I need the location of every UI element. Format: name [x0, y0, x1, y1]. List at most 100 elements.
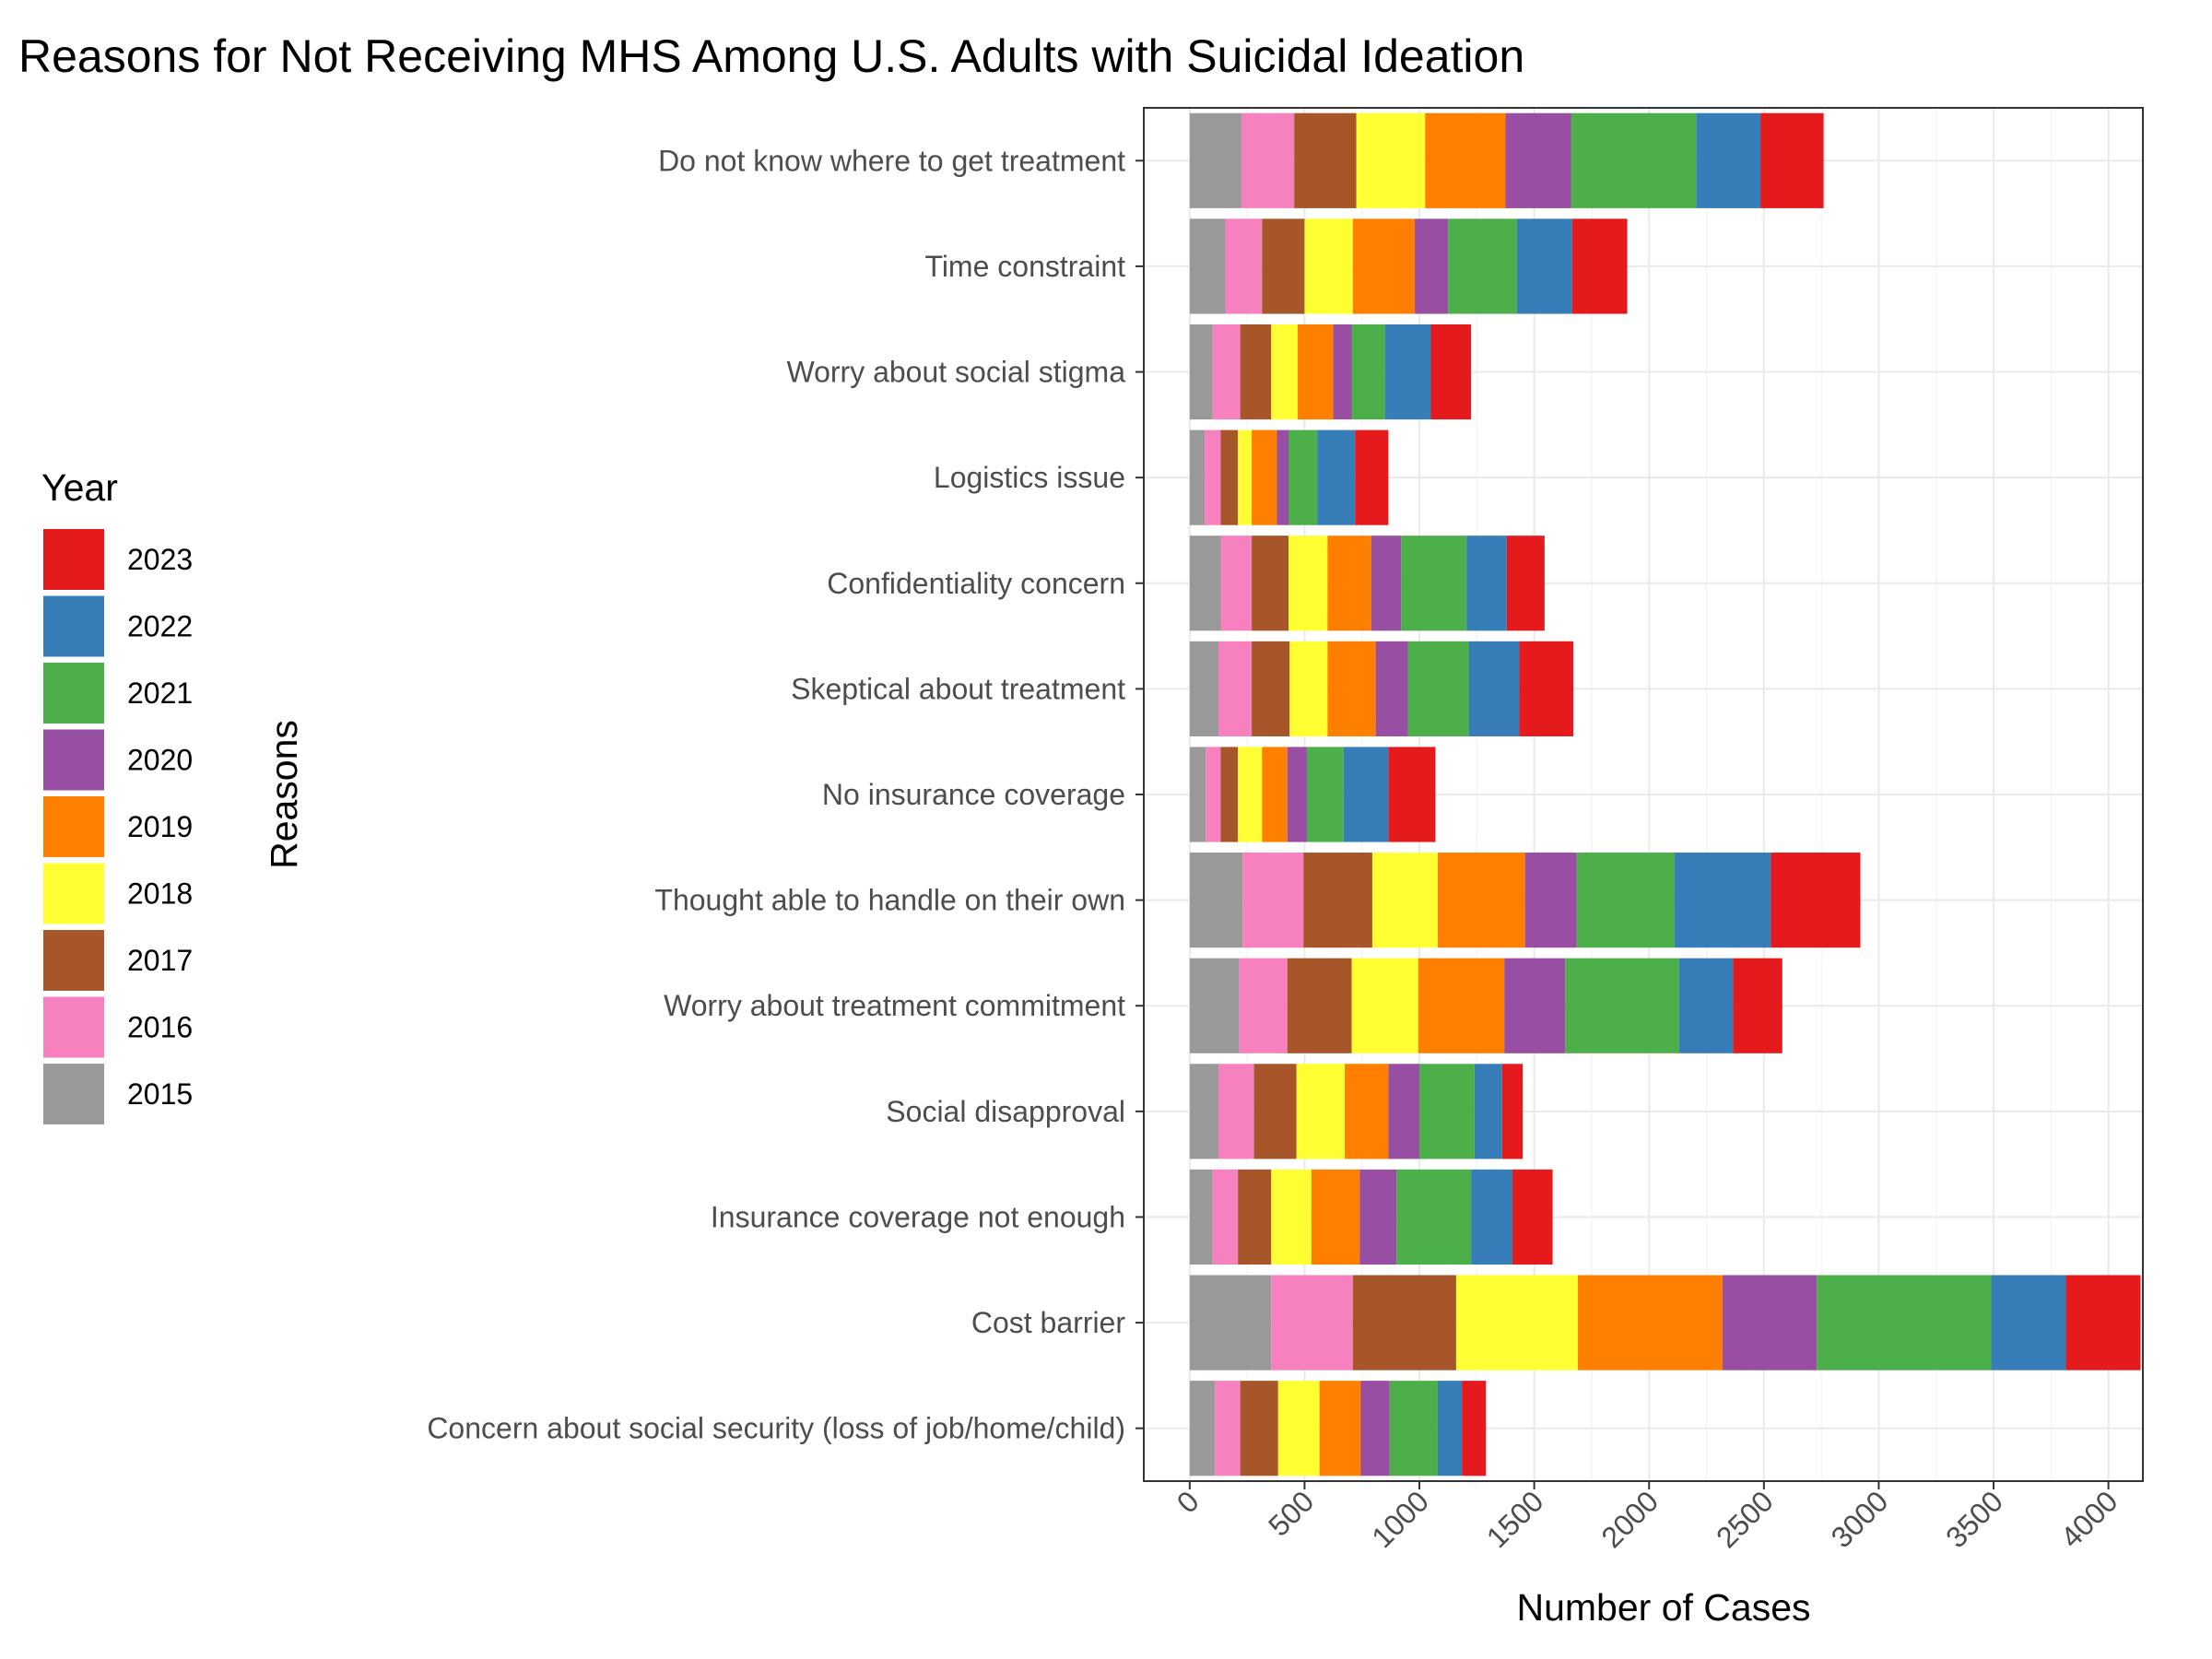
- bar-segment: [1288, 429, 1318, 525]
- bar-segment: [1674, 853, 1771, 948]
- bar-segment: [1345, 1064, 1389, 1159]
- x-tick-label: 0: [1171, 1484, 1206, 1519]
- y-tick-label: Thought able to handle on their own: [654, 884, 1125, 917]
- bar-segment: [1189, 1169, 1213, 1265]
- legend-swatch: [43, 729, 104, 791]
- bar-segment: [1287, 958, 1352, 1053]
- bar-segment: [1189, 429, 1206, 525]
- bar-segment: [1430, 324, 1472, 420]
- y-axis: Do not know where to get treatment Time c…: [427, 144, 1144, 1445]
- chart-title: Reasons for Not Receiving MHS Among U.S.…: [18, 30, 1524, 82]
- bar-segment: [1252, 535, 1288, 631]
- bar-segment: [1733, 958, 1783, 1053]
- y-tick-label: Time constraint: [924, 250, 1125, 283]
- legend-swatch: [43, 796, 104, 857]
- legend-swatch: [43, 663, 104, 724]
- y-tick-label: Cost barrier: [971, 1306, 1126, 1339]
- bar-segment: [1297, 324, 1334, 420]
- bar-segment: [1289, 641, 1328, 736]
- bar-segment: [1505, 112, 1571, 208]
- legend-swatch: [43, 863, 104, 924]
- legend-swatch: [43, 595, 104, 657]
- bar-segment: [1189, 958, 1240, 1053]
- bar-segment: [1189, 747, 1206, 842]
- x-tick-label: 2500: [1710, 1484, 1780, 1554]
- bar-segment: [1415, 218, 1449, 314]
- bar-segment: [1471, 1169, 1512, 1265]
- bar-segment: [1418, 958, 1505, 1053]
- bar-segment: [1304, 218, 1353, 314]
- bar-segment: [1327, 641, 1376, 736]
- y-tick-label: Concern about social security (loss of j…: [427, 1412, 1125, 1445]
- bar-segment: [1252, 429, 1277, 525]
- x-tick-label: 500: [1262, 1484, 1320, 1542]
- bar-segment: [1389, 1381, 1438, 1477]
- legend-swatch: [43, 996, 104, 1058]
- legend-items: 2023 2022 2021 2020 2019 2018 2017 2016 2015: [43, 529, 193, 1124]
- bar-segment: [1294, 112, 1357, 208]
- legend-label: 2019: [127, 810, 193, 843]
- bar-segment: [1371, 853, 1438, 948]
- bar-segment: [1239, 958, 1288, 1053]
- x-axis: 0 500 1000 1500 2000 2500 3000 3500 4000: [1171, 1481, 2124, 1554]
- legend-swatch: [43, 1064, 104, 1124]
- bar-segment: [1262, 218, 1305, 314]
- bar-segment: [1242, 853, 1304, 948]
- bar-segment: [1375, 641, 1408, 736]
- bar-segment: [1448, 218, 1517, 314]
- legend-title: Year: [41, 466, 118, 509]
- bar-segment: [1271, 1275, 1353, 1371]
- bar-segment: [1504, 958, 1566, 1053]
- bar-segment: [1218, 641, 1253, 736]
- bar-segment: [1189, 1275, 1272, 1371]
- legend-label: 2021: [127, 677, 193, 710]
- bar-segment: [1501, 1064, 1524, 1159]
- bar-segment: [1205, 429, 1221, 525]
- bar-segment: [1371, 535, 1402, 631]
- bar-segment: [1351, 958, 1418, 1053]
- bar-segment: [1220, 535, 1253, 631]
- bar-segment: [1360, 1381, 1390, 1477]
- legend-label: 2023: [127, 543, 193, 576]
- bar-segment: [1241, 112, 1295, 208]
- bar-segment: [1565, 958, 1679, 1053]
- bar-segment: [1722, 1275, 1818, 1371]
- bar-segment: [1576, 853, 1675, 948]
- bars: [1189, 112, 2141, 1477]
- x-tick-label: 1500: [1480, 1484, 1550, 1554]
- bar-segment: [1466, 535, 1507, 631]
- bar-segment: [1319, 1381, 1361, 1477]
- y-tick-label: Confidentiality concern: [827, 567, 1125, 600]
- bar-segment: [1352, 218, 1416, 314]
- bar-segment: [1189, 853, 1243, 948]
- bar-segment: [1240, 324, 1272, 420]
- bar-segment: [1991, 1275, 2066, 1371]
- bar-segment: [1333, 324, 1352, 420]
- x-tick-label: 2000: [1594, 1484, 1665, 1554]
- bar-segment: [1771, 853, 1861, 948]
- y-tick-label: Social disapproval: [886, 1095, 1125, 1128]
- bar-segment: [1189, 112, 1241, 208]
- bar-segment: [1262, 747, 1288, 842]
- bar-segment: [1760, 112, 1824, 208]
- bar-segment: [1225, 218, 1263, 314]
- bar-segment: [1351, 324, 1385, 420]
- bar-segment: [1577, 1275, 1723, 1371]
- legend: Year 2023 2022 2021 2020 2019 2018 2017 2016 201…: [41, 466, 193, 1124]
- legend-label: 2018: [127, 877, 193, 911]
- bar-segment: [1512, 1169, 1553, 1265]
- bar-segment: [1437, 853, 1525, 948]
- y-tick-label: Do not know where to get treatment: [658, 144, 1125, 177]
- legend-label: 2020: [127, 744, 193, 777]
- legend-label: 2017: [127, 944, 193, 977]
- bar-segment: [1271, 324, 1298, 420]
- bar-segment: [1288, 535, 1328, 631]
- bar-segment: [1238, 429, 1253, 525]
- bar-segment: [1327, 535, 1371, 631]
- bar-segment: [1524, 853, 1577, 948]
- bar-segment: [1343, 747, 1389, 842]
- bar-segment: [1206, 747, 1221, 842]
- bar-segment: [1356, 112, 1426, 208]
- bar-segment: [1253, 1064, 1297, 1159]
- bar-segment: [1388, 747, 1436, 842]
